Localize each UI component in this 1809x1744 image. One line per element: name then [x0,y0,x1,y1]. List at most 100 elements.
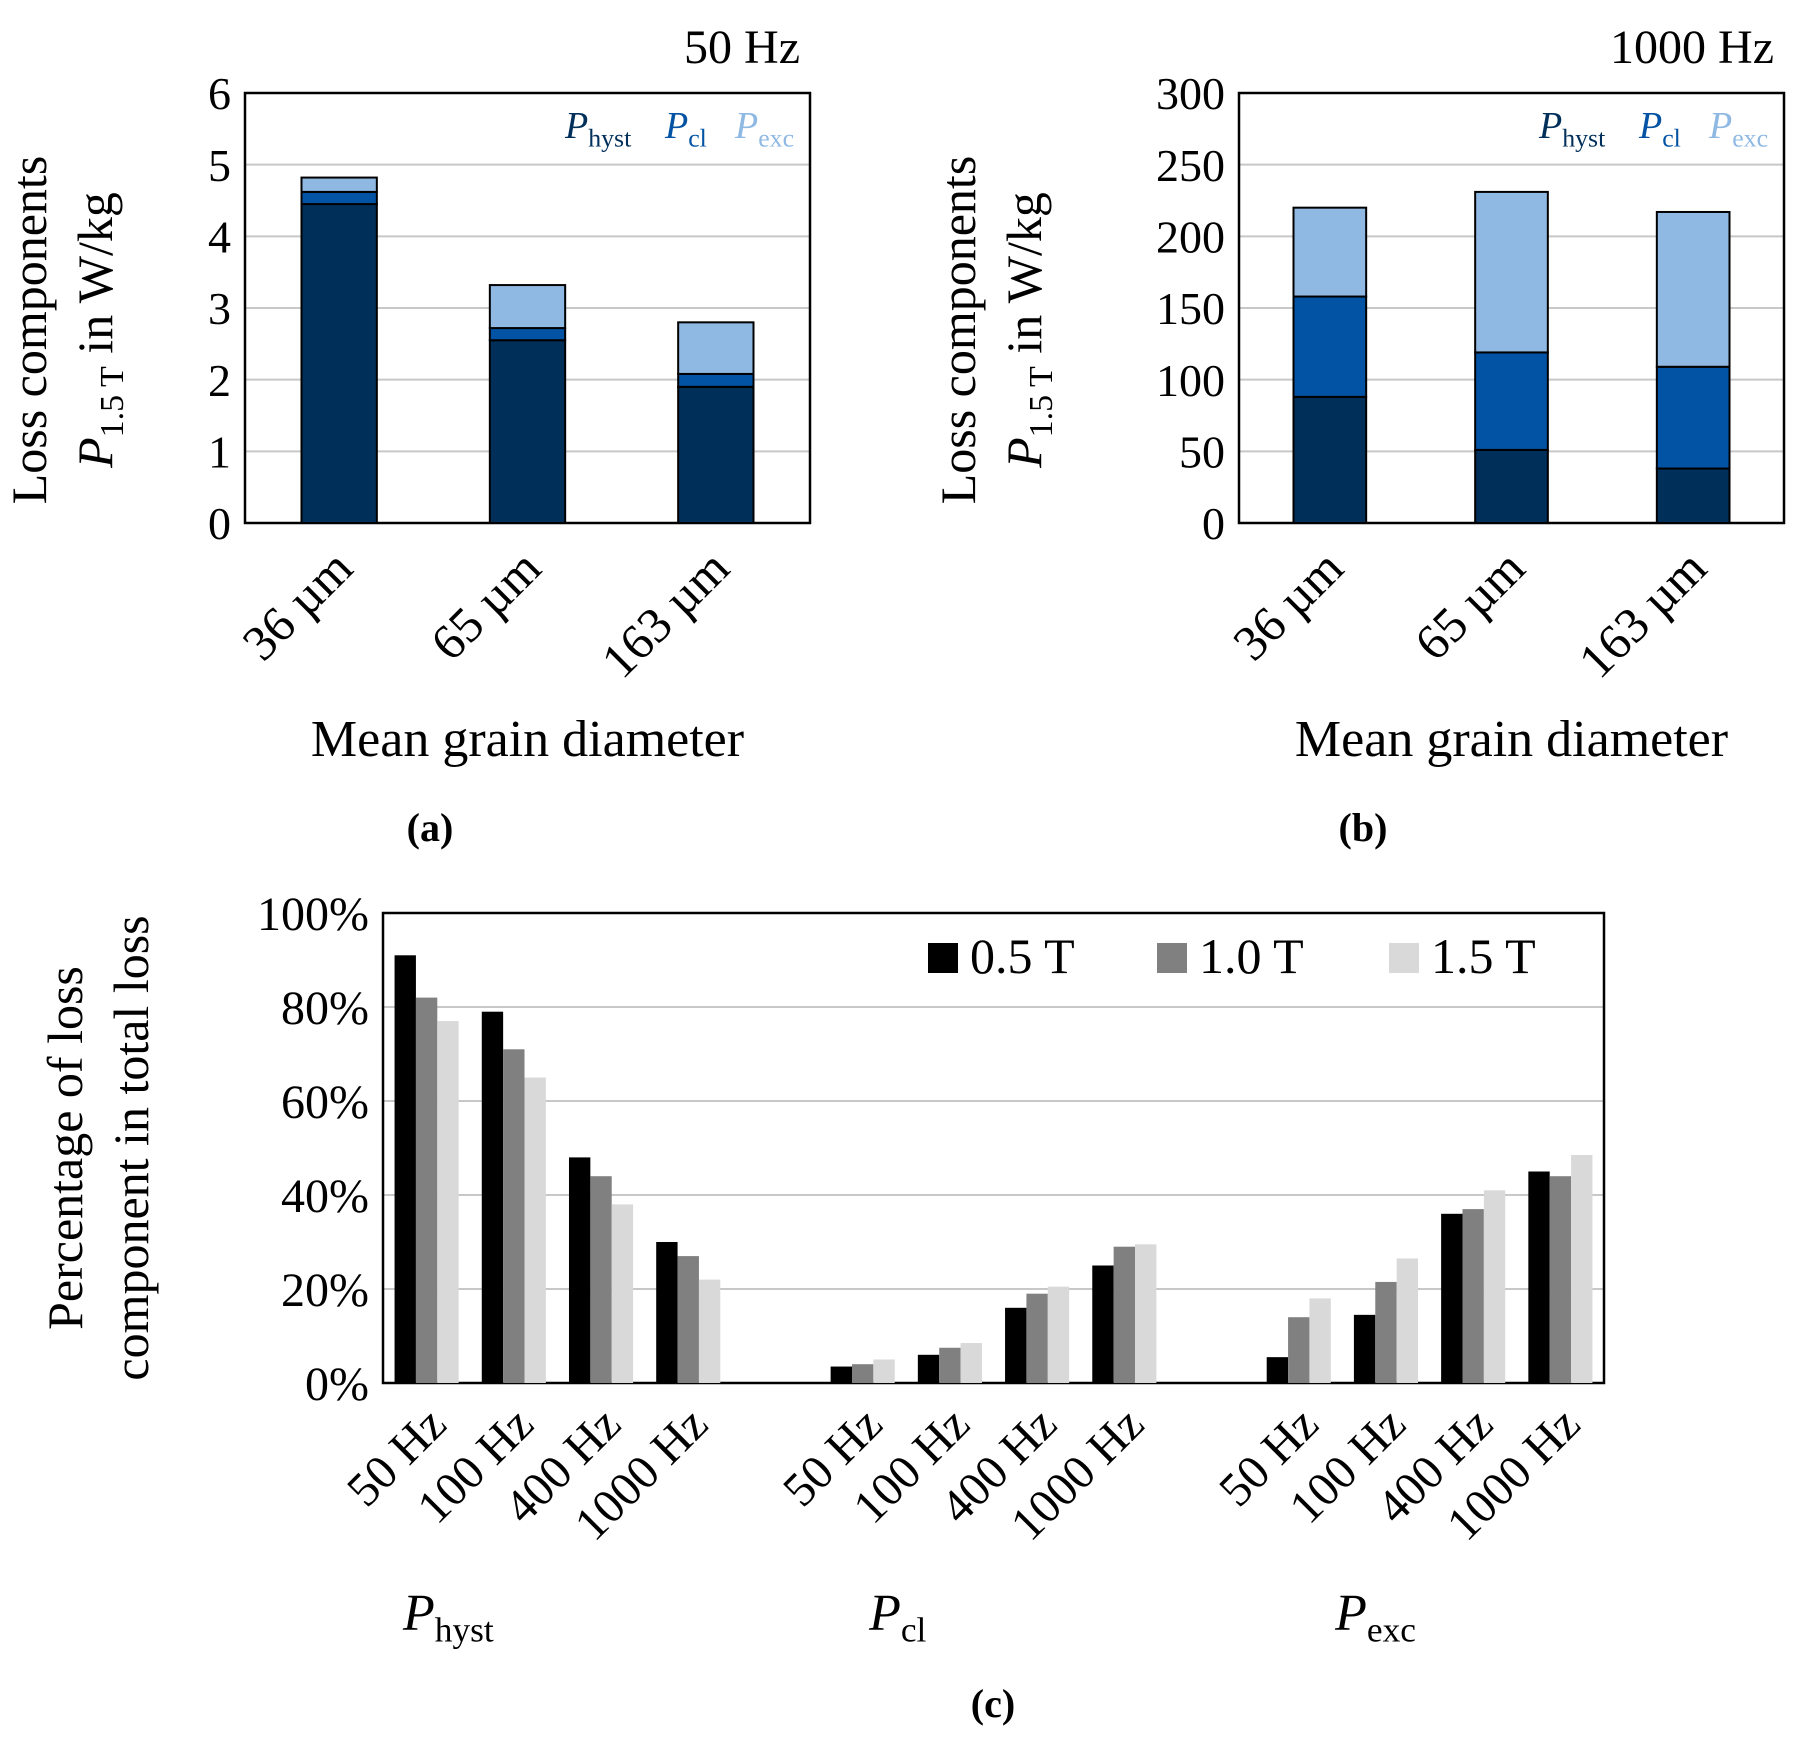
bar-segment [1292,295,1368,398]
bar [394,955,416,1383]
bar [1005,1307,1027,1383]
y-tick-label: 60% [281,1076,369,1129]
label-subscript: hyst [435,1609,494,1649]
bar [1571,1155,1593,1383]
legend-entry: Pexc [734,105,794,152]
y-tick-label: 3 [208,283,231,334]
bar-segment [300,190,378,206]
bar [851,1364,874,1383]
group-label: Pexc [1334,1585,1416,1649]
bar-segment [1292,206,1368,298]
x-tick-label: 36 µm [231,539,363,671]
bar [524,1077,546,1383]
label-text: component in total loss [103,915,159,1380]
label-symbol: P [402,1585,435,1642]
caption: (c) [971,1681,1015,1726]
bar-segment [300,176,378,193]
bar-segment [1292,395,1368,524]
y-axis-label: P1.5 T in W/kg [996,192,1060,469]
y-tick-label: 5 [208,140,231,191]
y-tick-label: 0 [1202,498,1225,549]
legend-entry: Pcl [664,105,707,152]
label-text: in W/kg [67,192,123,366]
label-subscript: hyst [1562,123,1606,152]
x-tick-label: 36 µm [1222,539,1354,671]
bar [611,1204,634,1383]
y-tick-label: 40% [281,1170,369,1223]
legend-swatch [1157,943,1187,973]
chart-title: 50 Hz [684,21,800,74]
bar [437,1021,459,1383]
label-text: Loss components [930,156,986,505]
bar [1135,1244,1157,1383]
y-tick-label: 50 [1179,426,1225,477]
label-symbol: P [564,105,588,147]
bar [1396,1258,1419,1383]
x-tick-label: 65 µm [420,539,552,671]
x-tick-label: 65 µm [1404,539,1536,671]
caption: (a) [407,805,454,850]
y-tick-label: 1 [208,426,231,477]
bar [1047,1286,1070,1383]
bar [1462,1209,1484,1383]
label-subscript: cl [688,123,707,152]
bar-segment [488,284,567,330]
bar-segment [677,321,755,375]
label-subscript: exc [758,123,794,152]
label-subscript: exc [1367,1609,1416,1649]
y-tick-label: 100% [257,888,369,941]
bar-segment [677,385,755,525]
y-tick-label: 0 [208,498,231,549]
bar-segment [488,339,567,524]
group-label: Pcl [868,1585,926,1649]
x-axis-label: Mean grain diameter [311,711,744,768]
bar [939,1347,961,1383]
label-symbol: P [67,437,123,469]
y-axis-label: Percentage of loss [37,966,93,1330]
bar [1353,1314,1376,1383]
bar-segment [1655,365,1731,470]
bar [698,1279,721,1383]
bar-segment [1474,190,1549,354]
legend-swatch [928,943,958,973]
x-axis-label: Mean grain diameter [1295,711,1728,768]
bar [677,1256,699,1383]
label-symbol: P [868,1585,901,1642]
label-subscript: 1.5 T [1023,366,1060,437]
label-symbol: P [664,105,688,147]
bar [1375,1281,1397,1383]
x-tick-label: 163 µm [1568,539,1717,688]
bar-segment [1655,210,1731,368]
label-text: in W/kg [996,192,1052,366]
label-subscript: 1.5 T [94,366,131,437]
bar [1288,1317,1310,1383]
bar [1092,1265,1114,1383]
label-symbol: P [996,437,1052,469]
y-tick-label: 0% [305,1358,369,1411]
y-tick-label: 250 [1156,140,1225,191]
bar [1026,1293,1048,1383]
legend-entry: Physt [1538,105,1606,152]
group-label: Physt [402,1585,494,1649]
legend-label: 0.5 T [970,928,1075,984]
bar [415,997,438,1383]
label-subscript: cl [1662,123,1681,152]
bar-segment [300,203,378,524]
legend-label: 1.5 T [1431,928,1536,984]
label-symbol: P [734,105,758,147]
y-axis-label: Loss components [930,156,986,505]
bar-segment [1474,448,1549,524]
y-tick-label: 4 [208,211,231,262]
bar-segment [1655,467,1731,524]
legend-label: 1.0 T [1199,928,1304,984]
label-symbol: P [1708,105,1732,147]
bar [873,1359,895,1383]
legend-entry: Physt [564,105,632,152]
legend-entry: Pcl [1638,105,1681,152]
bar [1113,1246,1136,1383]
y-axis-label: component in total loss [103,915,159,1380]
bar-segment [488,327,567,342]
bar [1266,1357,1289,1383]
bar [960,1343,982,1383]
